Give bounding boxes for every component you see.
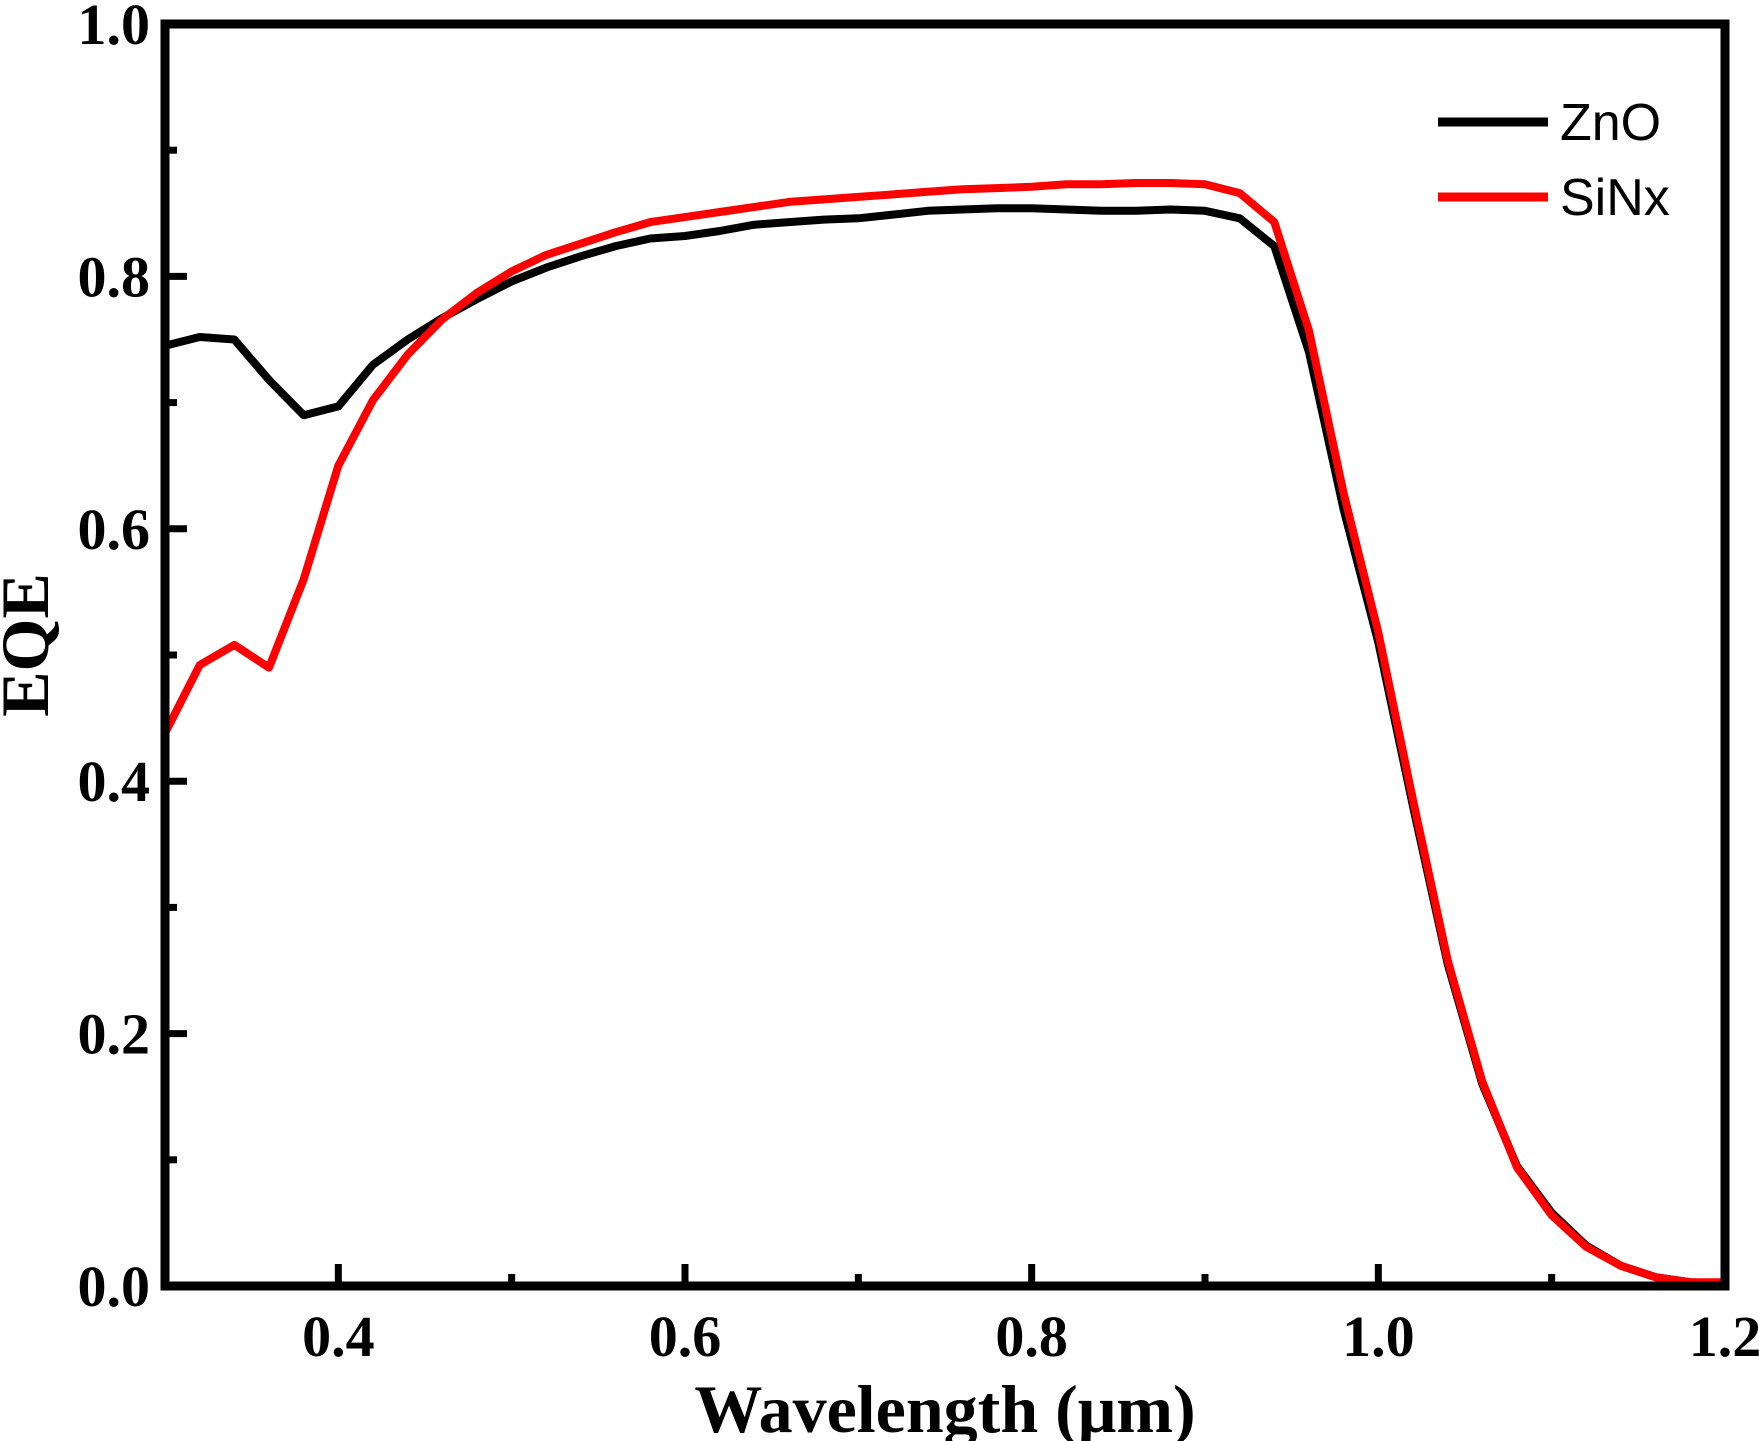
y-axis-title: EQE <box>0 573 63 717</box>
legend-label-zno: ZnO <box>1560 94 1661 152</box>
legend-label-sinx: SiNx <box>1560 169 1670 227</box>
x-tick-label: 0.4 <box>302 1304 375 1369</box>
x-tick-label: 0.6 <box>649 1304 722 1369</box>
x-axis-title: Wavelength (μm) <box>694 1371 1195 1441</box>
series-line-sinx <box>161 179 1729 1287</box>
y-tick-label: 0.2 <box>78 1002 151 1067</box>
x-tick-label: 0.8 <box>995 1304 1068 1369</box>
legend: ZnO SiNx <box>1438 94 1670 227</box>
y-tick-label: 1.0 <box>78 0 151 57</box>
x-tick-label: 1.0 <box>1342 1304 1415 1369</box>
x-tick-label: 1.2 <box>1689 1304 1759 1369</box>
tick-labels-layer: 0.4 0.6 0.8 1.0 1.2 0.0 0.2 0.4 0.6 0.8 1.0 <box>78 0 1759 1369</box>
y-tick-label: 0.0 <box>78 1254 151 1319</box>
y-tick-label: 0.6 <box>78 497 151 562</box>
ticks-layer <box>165 20 1729 1290</box>
y-tick-label: 0.8 <box>78 244 151 309</box>
y-tick-label: 0.4 <box>78 749 151 814</box>
series-layer <box>161 179 1729 1288</box>
